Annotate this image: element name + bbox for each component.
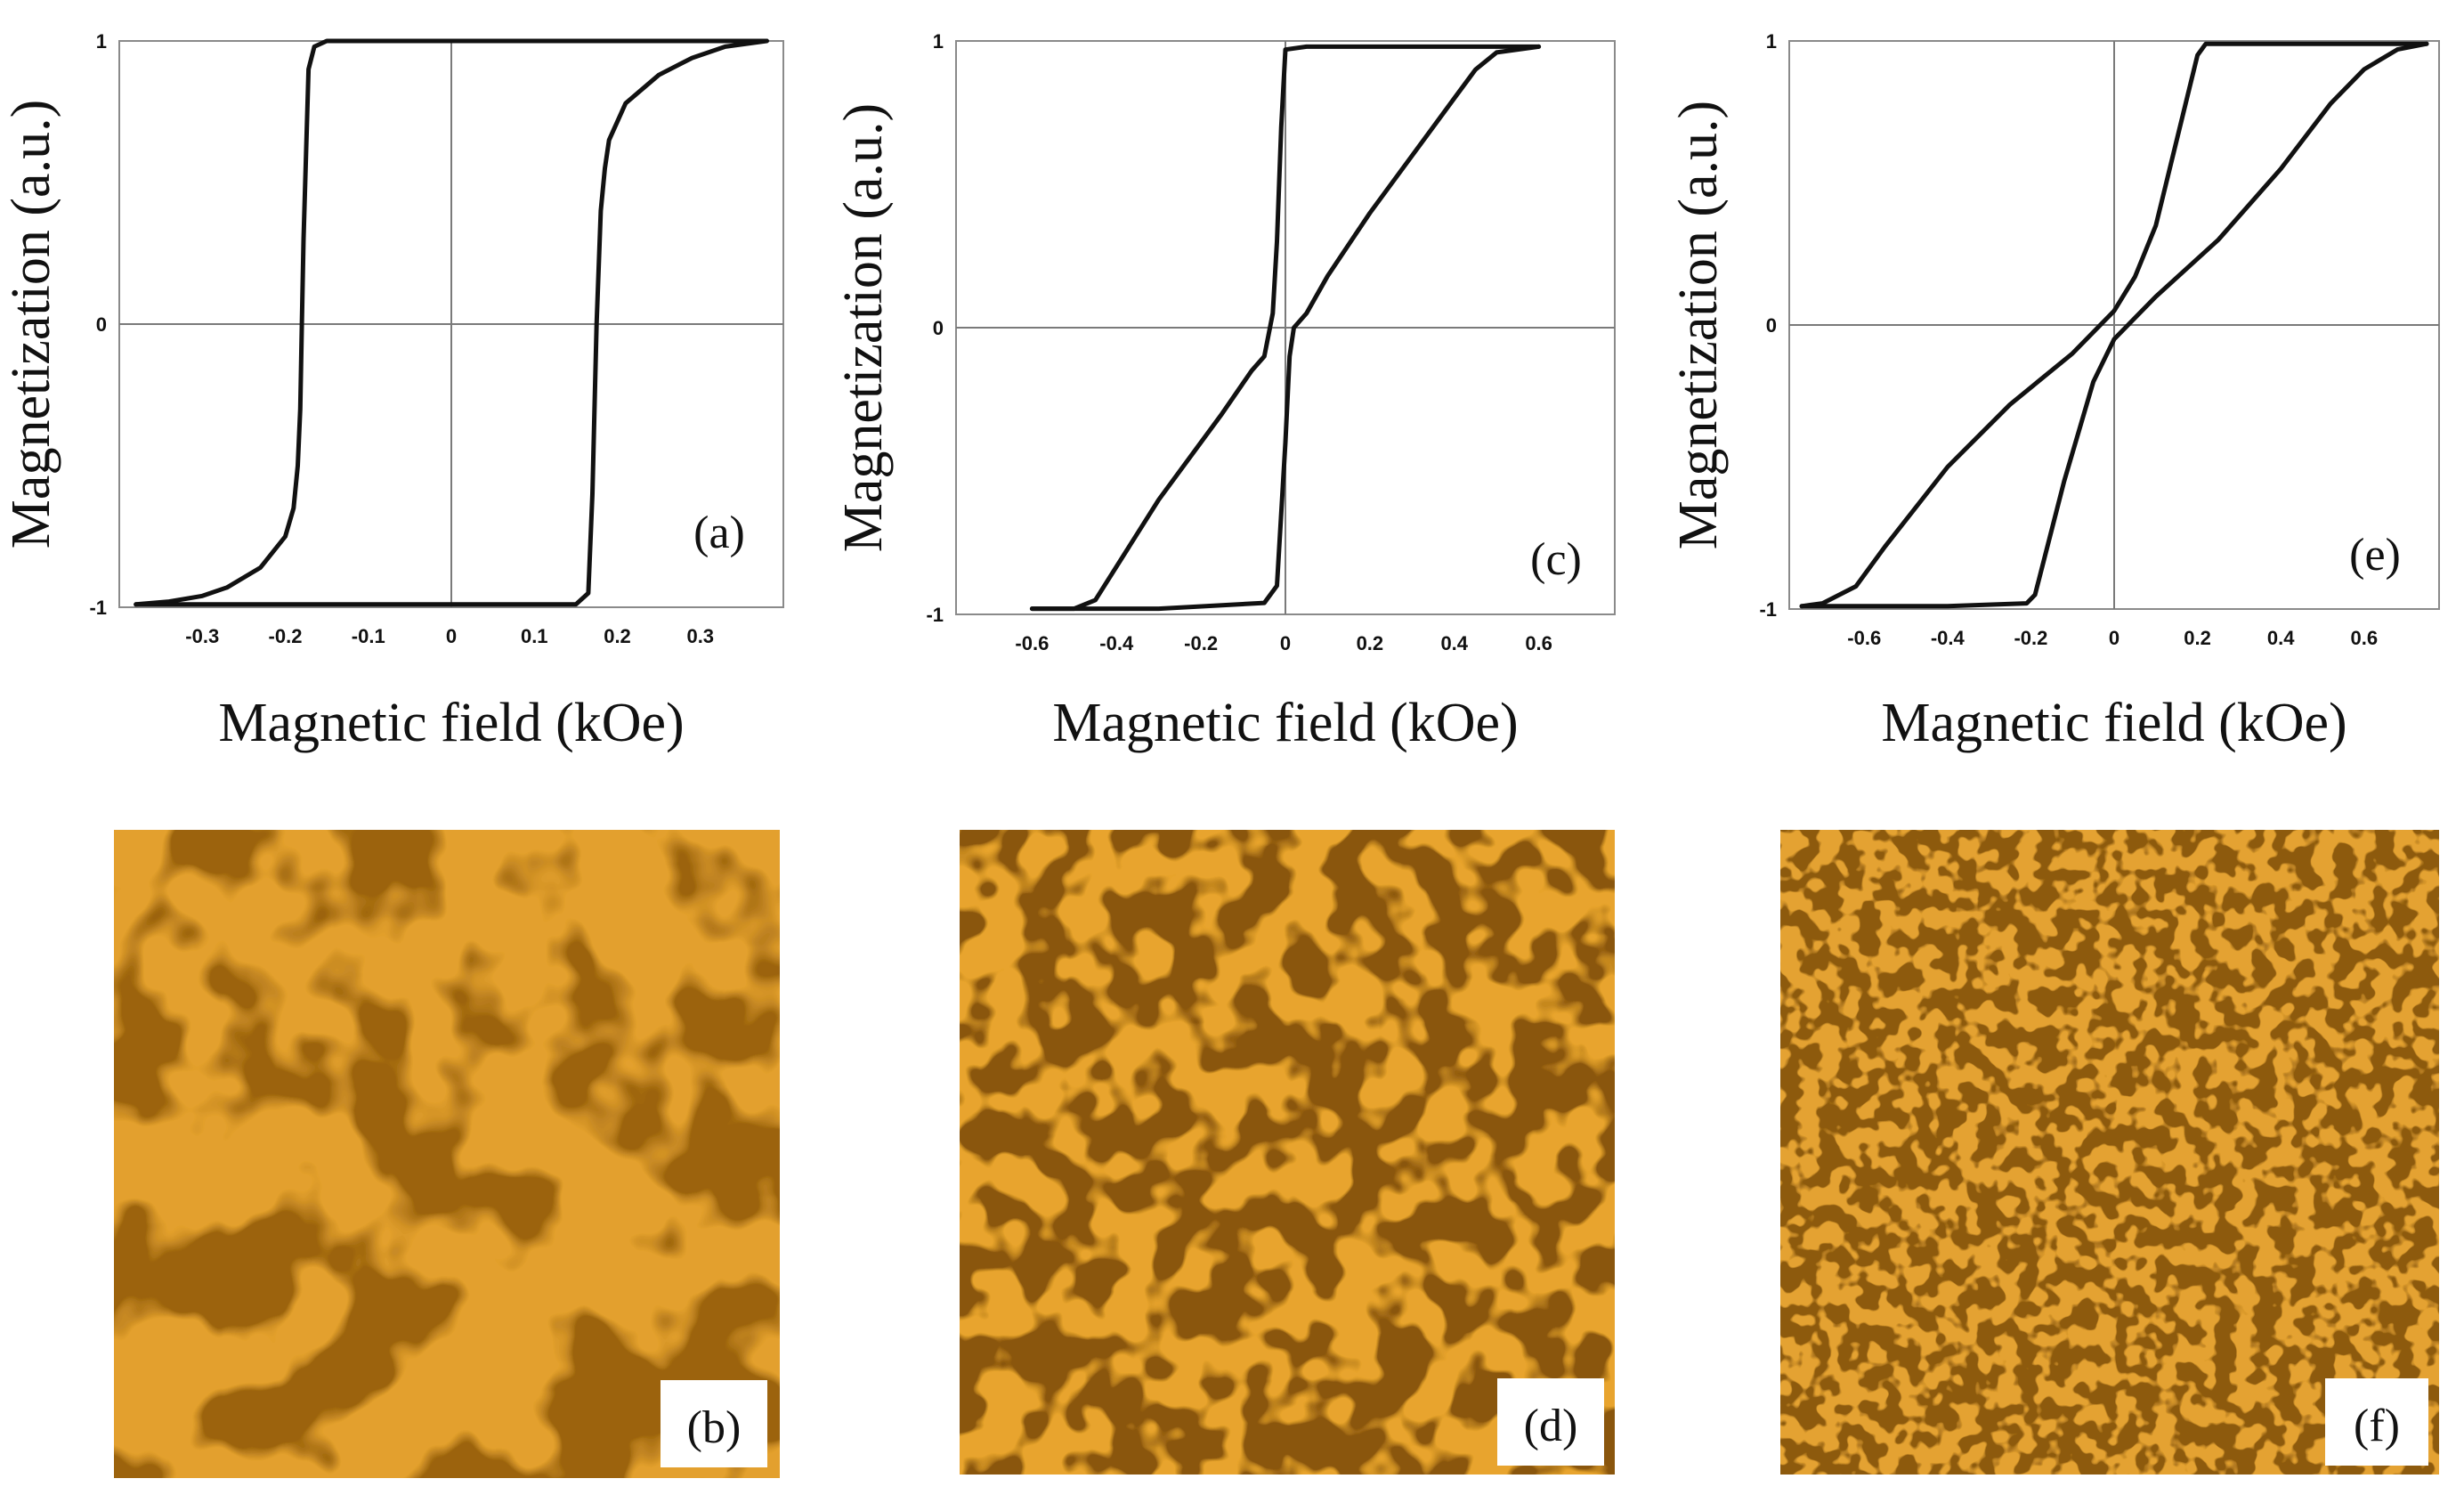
y-tick-label-a: 1	[96, 30, 107, 53]
domain-image-d: (d)	[960, 830, 1615, 1475]
x-tick-label-a: 0.3	[686, 625, 714, 647]
x-tick-label-e: -0.4	[1931, 627, 1966, 649]
x-tick-label-c: 0.2	[1357, 632, 1384, 654]
domain-image-f-texture	[1780, 830, 2439, 1475]
domain-image-f: (f)	[1780, 830, 2439, 1475]
chart-a: -0.3 -0.2 -0.1 0 0.1 0.2 0.3 -1 0 1 Magnetic field…	[1, 30, 784, 753]
y-tick-label-e: 1	[1766, 30, 1777, 53]
hysteresis-charts: -0.3 -0.2 -0.1 0 0.1 0.2 0.3 -1 0 1 Magnetic field…	[1, 30, 2440, 753]
x-tick-label-a: 0	[446, 625, 457, 647]
x-tick-label-e: 0	[2109, 627, 2120, 649]
x-axis-title-e: Magnetic field (kOe)	[1881, 693, 2346, 753]
x-tick-label-e: -0.6	[1847, 627, 1881, 649]
series-line-a-descending	[134, 38, 769, 607]
x-tick-label-c: -0.6	[1015, 632, 1049, 654]
y-tick-label-c: 1	[933, 30, 944, 53]
series-line-c-ascending	[1029, 44, 1542, 612]
y-tick-label-e: 0	[1766, 314, 1777, 337]
x-tick-label-e: 0.6	[2350, 627, 2378, 649]
series-line-c-descending	[1029, 44, 1542, 612]
y-axis-title-c: Magnetization (a.u.)	[833, 103, 894, 552]
x-tick-label-c: 0	[1280, 632, 1291, 654]
x-tick-label-e: 0.4	[2267, 627, 2295, 649]
x-axis-title-a: Magnetic field (kOe)	[218, 693, 684, 753]
chart-c: -0.6 -0.4 -0.2 0 0.2 0.4 0.6 -1 0 1 Magnetic field…	[833, 30, 1616, 753]
x-tick-label-a: -0.3	[185, 625, 219, 647]
x-tick-label-c: 0.6	[1525, 632, 1552, 654]
panel-label-e: (e)	[2349, 530, 2401, 581]
x-tick-label-c: -0.4	[1099, 632, 1134, 654]
x-tick-label-a: -0.2	[269, 625, 303, 647]
chart-e: -0.6 -0.4 -0.2 0 0.2 0.4 0.6 -1 0 1 Magnetic field…	[1668, 30, 2440, 753]
y-tick-label-c: 0	[933, 317, 944, 339]
x-tick-label-c: 0.4	[1440, 632, 1468, 654]
domain-image-b-texture	[114, 830, 780, 1478]
y-tick-label-a: -1	[89, 597, 107, 619]
x-tick-label-a: 0.2	[604, 625, 631, 647]
panel-label-c: (c)	[1530, 534, 1582, 585]
y-axis-title-e: Magnetization (a.u.)	[1668, 101, 1729, 549]
panel-label-d: (d)	[1524, 1401, 1578, 1451]
x-axis-title-c: Magnetic field (kOe)	[1052, 693, 1518, 753]
x-tick-label-a: 0.1	[521, 625, 548, 647]
panel-label-d-box	[1497, 1378, 1604, 1466]
panel-label-b: (b)	[687, 1402, 742, 1453]
panel-label-a: (a)	[693, 508, 745, 558]
panel-label-f-box	[2325, 1378, 2428, 1466]
y-tick-label-c: -1	[926, 604, 944, 626]
series-line-e-ascending	[1799, 41, 2429, 609]
domain-image-b: (b)	[114, 830, 780, 1478]
y-tick-label-e: -1	[1759, 598, 1777, 621]
series-line-a-ascending	[134, 38, 769, 607]
x-tick-label-e: 0.2	[2184, 627, 2211, 649]
x-tick-label-e: -0.2	[2014, 627, 2047, 649]
domain-image-d-texture	[960, 830, 1615, 1475]
series-line-e-descending	[1799, 41, 2429, 609]
y-axis-title-a: Magnetization (a.u.)	[1, 100, 61, 548]
x-tick-label-c: -0.2	[1184, 632, 1218, 654]
y-tick-label-a: 0	[96, 313, 107, 336]
panel-label-b-box	[661, 1380, 767, 1467]
panel-label-f: (f)	[2354, 1401, 2400, 1451]
x-tick-label-a: -0.1	[352, 625, 385, 647]
